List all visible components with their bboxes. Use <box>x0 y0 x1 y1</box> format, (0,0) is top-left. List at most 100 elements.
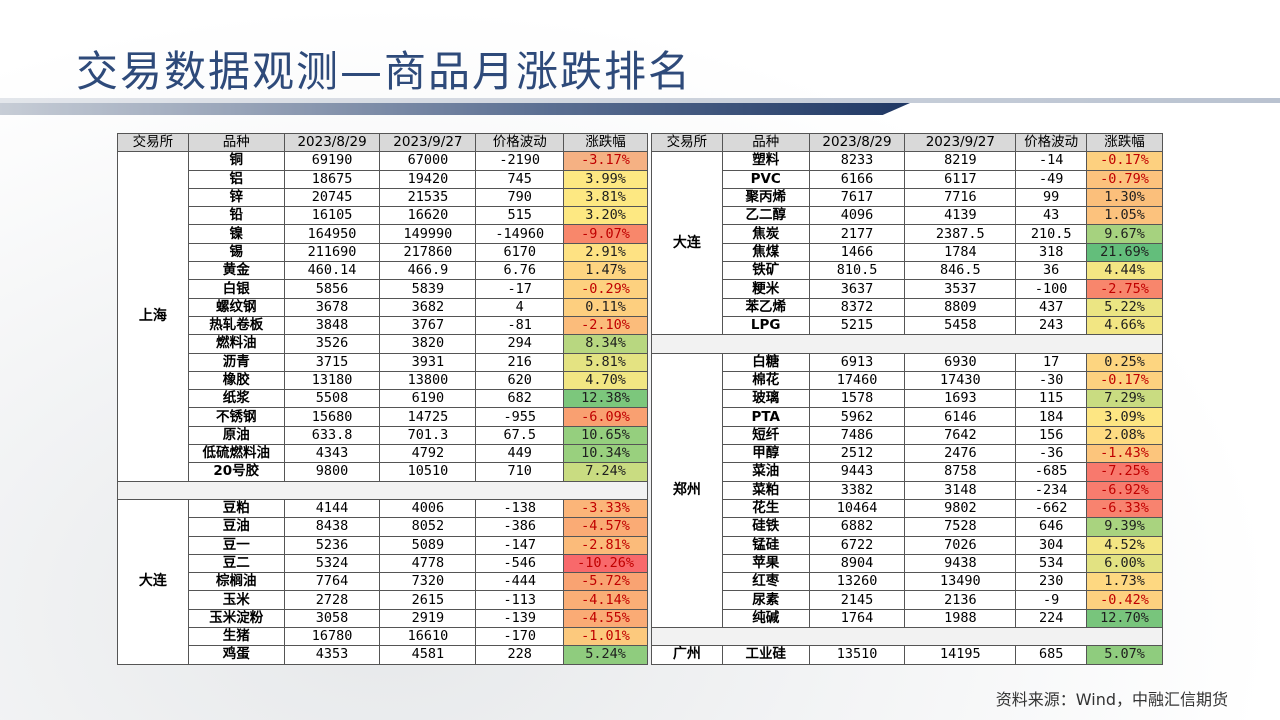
commodity-name: 锌 <box>187 187 285 208</box>
price-start: 8372 <box>808 297 906 317</box>
change-percent: 2.91% <box>563 242 648 263</box>
commodity-name: 铝 <box>187 169 285 189</box>
price-end: 14195 <box>904 645 1017 665</box>
price-change: -138 <box>475 498 565 519</box>
price-start: 4343 <box>283 444 381 464</box>
table-row: 热轧卷板 3848 3767 -81 -2.10% <box>118 315 648 336</box>
price-start: 7764 <box>283 572 381 592</box>
price-end: 8219 <box>904 151 1017 171</box>
price-change: -139 <box>475 608 565 629</box>
price-change: -147 <box>475 535 565 555</box>
price-start: 164950 <box>283 224 381 244</box>
price-change: 685 <box>1015 645 1088 665</box>
commodity-name: 铁矿 <box>721 261 810 281</box>
price-end: 466.9 <box>379 261 477 281</box>
price-end: 3931 <box>379 352 477 372</box>
change-percent: 1.47% <box>563 261 648 281</box>
change-percent: 3.99% <box>563 169 648 189</box>
table-row: 镍 164950 149990 -14960 -9.07% <box>118 224 648 244</box>
table-row: 沥青 3715 3931 216 5.81% <box>118 352 648 372</box>
change-percent: 3.20% <box>563 206 648 226</box>
price-change: -36 <box>1015 444 1088 464</box>
price-start: 3848 <box>283 315 381 336</box>
commodity-name: 橡胶 <box>187 370 285 391</box>
change-percent: 9.67% <box>1086 224 1163 244</box>
change-percent: -2.81% <box>563 535 648 555</box>
price-change: 36 <box>1015 261 1088 281</box>
commodity-name: 红枣 <box>721 572 810 592</box>
price-start: 20745 <box>283 187 381 208</box>
price-start: 7486 <box>808 425 906 446</box>
price-end: 16610 <box>379 627 477 647</box>
exchange-cell: 广州 <box>651 645 723 665</box>
table-row: 豆油 8438 8052 -386 -4.57% <box>118 517 648 537</box>
change-percent: -10.26% <box>563 553 648 574</box>
change-percent: -3.33% <box>563 498 648 519</box>
price-end: 3820 <box>379 334 477 354</box>
price-change: -955 <box>475 407 565 427</box>
price-start: 7617 <box>808 187 906 208</box>
table-row: 乙二醇 4096 4139 43 1.05% <box>652 206 1163 226</box>
table-row: 焦煤 1466 1784 318 21.69% <box>652 242 1163 263</box>
change-percent: 10.65% <box>563 425 648 446</box>
price-start: 3382 <box>808 480 906 500</box>
change-percent: -0.17% <box>1086 151 1163 171</box>
table-row: 白银 5856 5839 -17 -0.29% <box>118 279 648 299</box>
price-end: 217860 <box>379 242 477 263</box>
price-change: 437 <box>1015 297 1088 317</box>
change-percent: 10.34% <box>563 444 648 464</box>
price-start: 5962 <box>808 407 906 427</box>
price-start: 15680 <box>283 407 381 427</box>
commodity-name: 粳米 <box>721 279 810 299</box>
price-end: 1988 <box>904 608 1017 629</box>
commodity-name: 尿素 <box>721 590 810 610</box>
commodity-name: 白银 <box>187 279 285 299</box>
column-header: 价格波动 <box>1015 132 1088 153</box>
commodity-name: 菜油 <box>721 462 810 482</box>
table-row: 纯碱 1764 1988 224 12.70% <box>652 608 1163 629</box>
price-end: 4581 <box>379 645 477 665</box>
price-change: -113 <box>475 590 565 610</box>
table-row: 聚丙烯 7617 7716 99 1.30% <box>652 187 1163 208</box>
price-change: -17 <box>475 279 565 299</box>
price-change: -9 <box>1015 590 1088 610</box>
change-percent: 6.00% <box>1086 553 1163 574</box>
price-start: 6166 <box>808 169 906 189</box>
price-end: 2919 <box>379 608 477 629</box>
commodity-name: 锡 <box>187 242 285 263</box>
price-start: 460.14 <box>283 261 381 281</box>
commodity-name: 工业硅 <box>721 645 810 665</box>
group-separator <box>651 334 1163 354</box>
price-change: -81 <box>475 315 565 336</box>
price-end: 14725 <box>379 407 477 427</box>
price-end: 3682 <box>379 297 477 317</box>
commodity-name: 铜 <box>187 151 285 171</box>
price-end: 4778 <box>379 553 477 574</box>
price-end: 7528 <box>904 517 1017 537</box>
price-change: -49 <box>1015 169 1088 189</box>
table-row: 菜粕 3382 3148 -234 -6.92% <box>652 480 1163 500</box>
price-change: -30 <box>1015 370 1088 391</box>
price-start: 13260 <box>808 572 906 592</box>
change-percent: 5.22% <box>1086 297 1163 317</box>
change-percent: -0.79% <box>1086 169 1163 189</box>
table-row: 铁矿 810.5 846.5 36 4.44% <box>652 261 1163 281</box>
column-header: 价格波动 <box>475 132 565 153</box>
commodity-name: 铅 <box>187 206 285 226</box>
price-end: 7026 <box>904 535 1017 555</box>
column-header: 涨跌幅 <box>563 132 648 153</box>
change-percent: -0.42% <box>1086 590 1163 610</box>
price-change: 790 <box>475 187 565 208</box>
price-end: 13490 <box>904 572 1017 592</box>
price-change: -386 <box>475 517 565 537</box>
commodity-name: 甲醇 <box>721 444 810 464</box>
change-percent: 4.44% <box>1086 261 1163 281</box>
table-row: 上海铜 69190 67000 -2190 -3.17% <box>117 151 648 482</box>
commodity-name: 聚丙烯 <box>721 187 810 208</box>
price-change: 156 <box>1015 425 1088 446</box>
table-row: 短纤 7486 7642 156 2.08% <box>652 425 1163 446</box>
price-end: 4139 <box>904 206 1017 226</box>
price-end: 19420 <box>379 169 477 189</box>
price-change: 515 <box>475 206 565 226</box>
change-percent: 21.69% <box>1086 242 1163 263</box>
